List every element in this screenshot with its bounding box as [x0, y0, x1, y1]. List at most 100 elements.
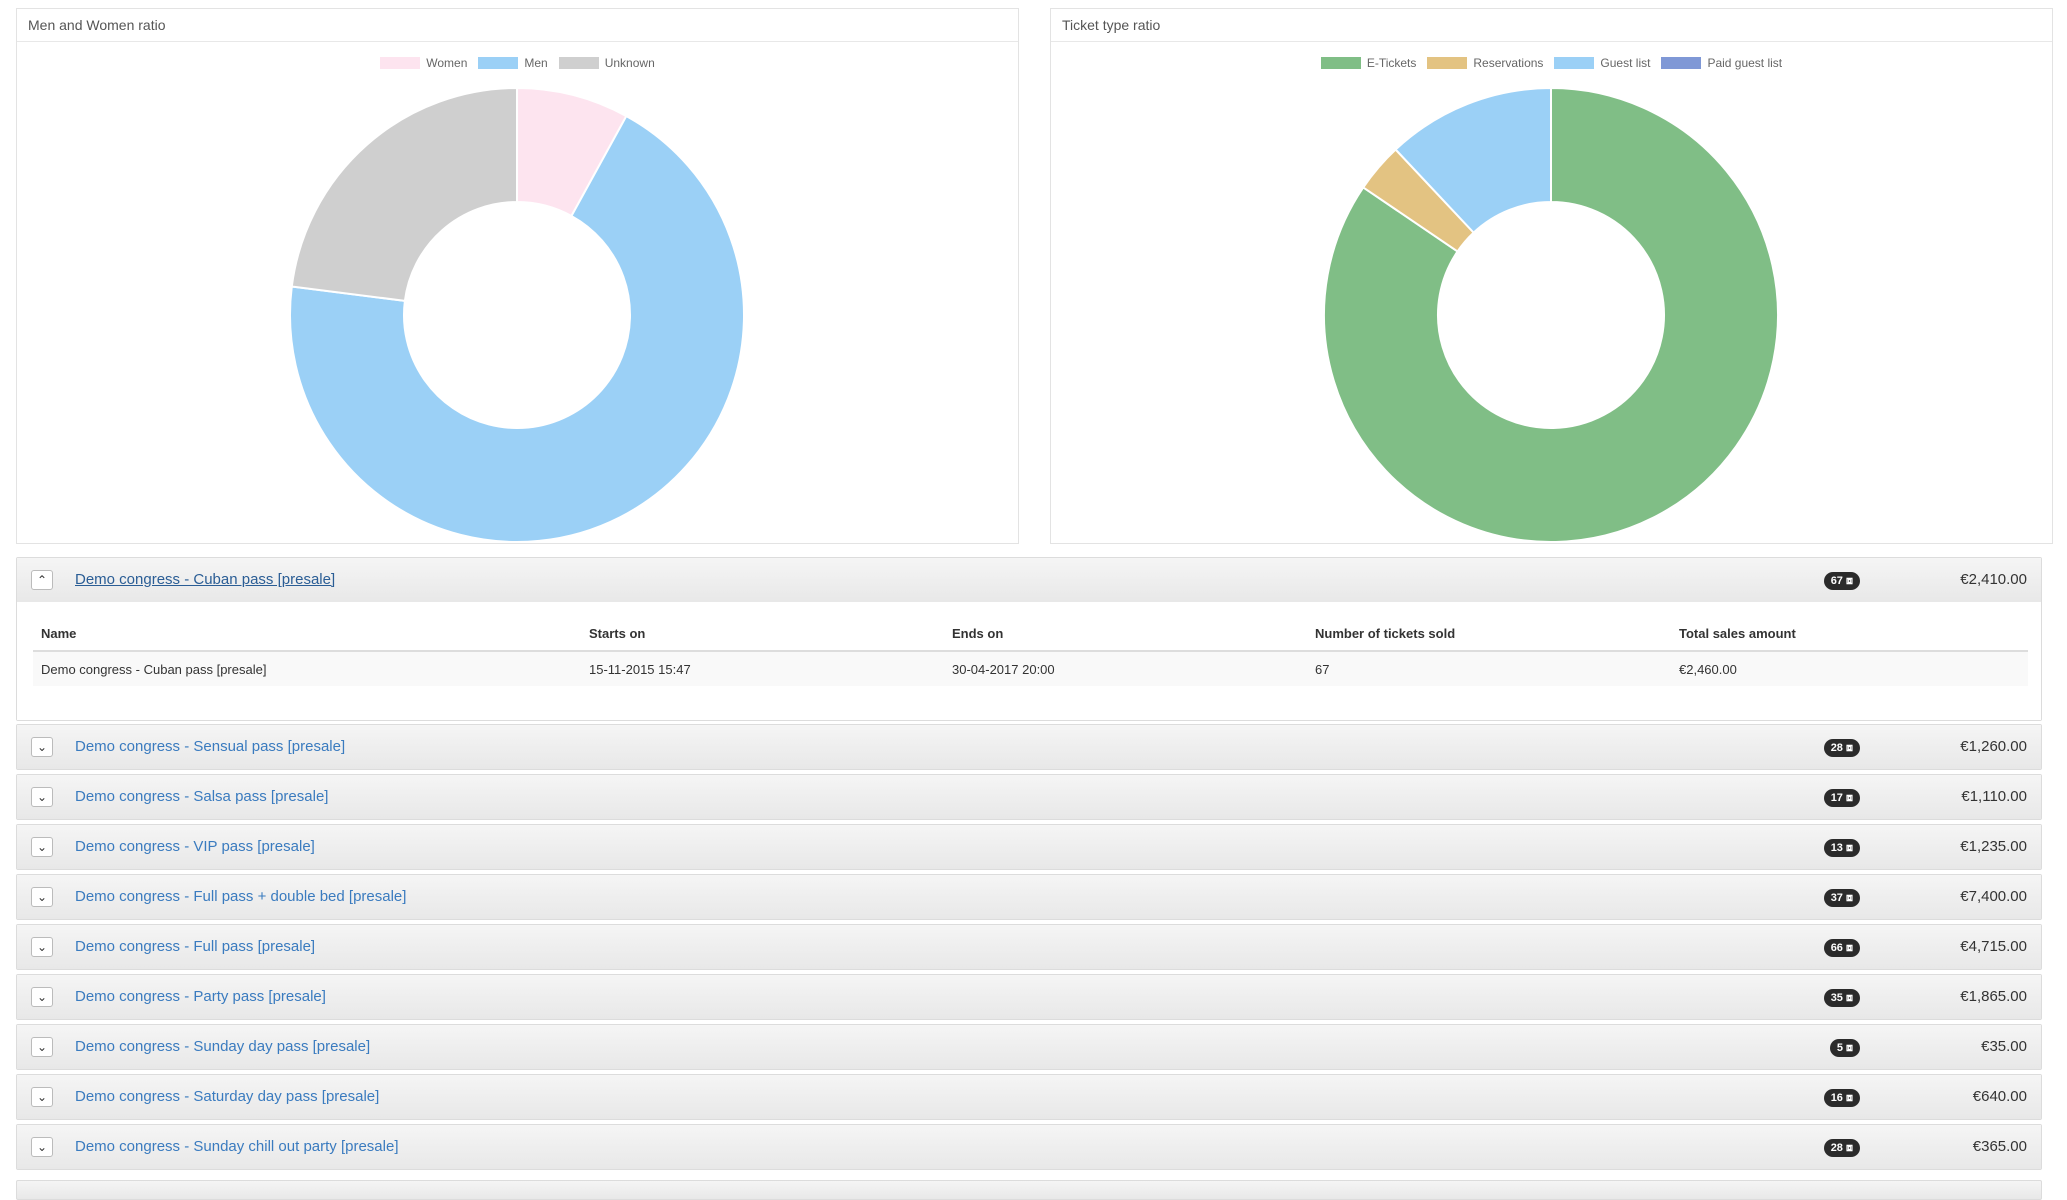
pass-amount: €7,400.00 [1960, 888, 2027, 905]
tickets-sold-badge: 66 ⧈ [1823, 939, 1860, 957]
pass-detail-table: Name Starts on Ends on Number of tickets… [33, 616, 2028, 686]
ticket-icon: ⧈ [1846, 1092, 1853, 1104]
pass-amount: €1,110.00 [1961, 788, 2027, 805]
table-row: Demo congress - Cuban pass [presale] 15-… [33, 651, 2028, 686]
cell-ends-on: 30-04-2017 20:00 [944, 651, 1307, 686]
pass-title-link[interactable]: Demo congress - Full pass [presale] [75, 938, 316, 955]
gender-slice-unknown[interactable] [290, 86, 518, 302]
pass-title-link[interactable]: Demo congress - Salsa pass [presale] [75, 788, 329, 805]
pass-row[interactable]: ⌄ Demo congress - Full pass + double bed … [16, 874, 2042, 920]
pass-row[interactable]: ⌄ Demo congress - Sunday chill out party … [16, 1124, 2042, 1170]
chevron-down-icon[interactable]: ⌄ [31, 887, 53, 907]
pass-row-header[interactable]: ⌄ Demo congress - Party pass [presale] 35 … [17, 975, 2041, 1019]
ticket-legend-label: Reservations [1473, 56, 1544, 70]
pass-row[interactable]: ⌄ Demo congress - Sunday day pass [presal… [16, 1024, 2042, 1070]
ticket-icon: ⧈ [1846, 842, 1853, 854]
ticket-icon: ⧈ [1846, 1142, 1853, 1154]
col-name: Name [33, 616, 581, 652]
ticket-legend-swatch [1320, 57, 1361, 69]
ticket-legend-item[interactable]: Paid guest list [1661, 56, 1782, 70]
chevron-down-icon[interactable]: ⌄ [31, 987, 53, 1007]
tickets-sold-badge: 17 ⧈ [1823, 789, 1860, 807]
pass-row-header[interactable]: ⌄ Demo congress - Full pass [presale] 66 ⧈… [17, 925, 2041, 969]
ticket-legend-swatch [1554, 57, 1595, 69]
tickets-sold-badge: 28 ⧈ [1823, 1139, 1860, 1157]
ticket-legend-swatch [1661, 57, 1702, 69]
gender-legend-label: Unknown [604, 56, 655, 70]
gender-donut-chart [289, 86, 745, 542]
ticket-legend-item[interactable]: Reservations [1427, 56, 1543, 70]
pass-row-header[interactable]: ⌄ Demo congress - Saturday day pass [pres… [17, 1075, 2041, 1119]
chevron-down-icon[interactable]: ⌄ [31, 937, 53, 957]
pass-amount: €2,410.00 [1960, 571, 2027, 588]
col-ends-on: Ends on [944, 616, 1307, 652]
pass-row-header[interactable]: ⌃ Demo congress - Cuban pass [presale] 6… [17, 558, 2041, 602]
gender-legend-swatch [380, 57, 421, 69]
ticket-legend-label: Paid guest list [1707, 56, 1783, 70]
pass-title-link[interactable]: Demo congress - Party pass [presale] [75, 988, 326, 1005]
pass-row-partial[interactable] [16, 1180, 2042, 1200]
chevron-down-icon[interactable]: ⌄ [31, 1087, 53, 1107]
ticket-chart-title: Ticket type ratio [1051, 9, 2052, 42]
chevron-down-icon[interactable]: ⌄ [31, 1137, 53, 1157]
pass-title-link[interactable]: Demo congress - VIP pass [presale] [75, 838, 315, 855]
pass-row[interactable]: ⌄ Demo congress - Salsa pass [presale] 17 … [16, 774, 2042, 820]
pass-row-header[interactable]: ⌄ Demo congress - Sunday day pass [presal… [17, 1025, 2041, 1069]
badge-count: 66 [1830, 942, 1843, 954]
pass-amount: €4,715.00 [1960, 938, 2027, 955]
ticket-legend-item[interactable]: E-Tickets [1320, 56, 1416, 70]
chevron-down-icon[interactable]: ⌄ [31, 837, 53, 857]
pass-row-header[interactable]: ⌄ Demo congress - VIP pass [presale] 13 ⧈ €… [17, 825, 2041, 869]
ticket-slice-e-tickets[interactable] [1323, 86, 1779, 542]
pass-amount: €35.00 [1981, 1038, 2027, 1055]
pass-title-link[interactable]: Demo congress - Sunday day pass [presale… [75, 1038, 371, 1055]
tickets-sold-badge: 28 ⧈ [1823, 739, 1860, 757]
badge-count: 28 [1830, 1142, 1843, 1154]
ticket-donut-chart [1323, 86, 1779, 542]
pass-row-header[interactable]: ⌄ Demo congress - Sensual pass [presale] 2… [17, 725, 2041, 769]
gender-legend-item[interactable]: Unknown [558, 56, 655, 70]
pass-amount: €365.00 [1972, 1138, 2027, 1155]
cell-name: Demo congress - Cuban pass [presale] [33, 651, 581, 686]
tickets-sold-badge: 16 ⧈ [1823, 1089, 1860, 1107]
chevron-down-icon[interactable]: ⌄ [31, 737, 53, 757]
pass-row[interactable]: ⌄ Demo congress - Full pass [presale] 66 ⧈… [16, 924, 2042, 970]
pass-row-expanded: ⌃ Demo congress - Cuban pass [presale] 6… [16, 557, 2042, 721]
pass-row[interactable]: ⌄ Demo congress - Party pass [presale] 35 … [16, 974, 2042, 1020]
gender-legend-swatch [478, 57, 519, 69]
ticket-chart-legend: E-Tickets Reservations Guest list Paid gues… [1051, 56, 2052, 70]
pass-title-link[interactable]: Demo congress - Cuban pass [presale] [75, 571, 336, 588]
chevron-down-icon[interactable]: ⌄ [31, 787, 53, 807]
cell-tickets-sold: 67 [1307, 651, 1671, 686]
pass-title-link[interactable]: Demo congress - Sensual pass [presale] [75, 738, 346, 755]
pass-row[interactable]: ⌄ Demo congress - VIP pass [presale] 13 ⧈ €… [16, 824, 2042, 870]
tickets-sold-badge: 67 ⧈ [1823, 572, 1860, 590]
ticket-legend-item[interactable]: Guest list [1554, 56, 1650, 70]
ticket-icon: ⧈ [1846, 742, 1853, 754]
pass-title-link[interactable]: Demo congress - Full pass + double bed [… [75, 888, 407, 905]
tickets-sold-badge: 37 ⧈ [1823, 889, 1860, 907]
pass-row[interactable]: ⌄ Demo congress - Sensual pass [presale] 2… [16, 724, 2042, 770]
ticket-icon: ⧈ [1846, 992, 1853, 1004]
pass-title-link[interactable]: Demo congress - Sunday chill out party [… [75, 1138, 399, 1155]
ticket-slice-guest-list[interactable] [1394, 86, 1552, 235]
pass-row[interactable]: ⌄ Demo congress - Saturday day pass [pres… [16, 1074, 2042, 1120]
gender-legend-item[interactable]: Men [478, 56, 548, 70]
ticket-chart-panel: Ticket type ratio E-Tickets Reservations G… [1050, 8, 2053, 544]
gender-legend-item[interactable]: Women [380, 56, 467, 70]
gender-chart-title: Men and Women ratio [17, 9, 1018, 42]
pass-row-header[interactable]: ⌄ Demo congress - Sunday chill out party … [17, 1125, 2041, 1169]
ticket-icon: ⧈ [1846, 892, 1853, 904]
ticket-icon: ⧈ [1846, 575, 1853, 587]
badge-count: 5 [1836, 1042, 1843, 1054]
pass-row-header[interactable]: ⌄ Demo congress - Salsa pass [presale] 17 … [17, 775, 2041, 819]
gender-slice-men[interactable] [289, 114, 745, 542]
badge-count: 37 [1830, 892, 1843, 904]
tickets-sold-badge: 35 ⧈ [1823, 989, 1860, 1007]
chevron-up-icon[interactable]: ⌃ [31, 570, 53, 590]
ticket-icon: ⧈ [1846, 1042, 1853, 1054]
gender-chart-legend: Women Men Unknown [17, 56, 1018, 70]
pass-row-header[interactable]: ⌄ Demo congress - Full pass + double bed … [17, 875, 2041, 919]
pass-title-link[interactable]: Demo congress - Saturday day pass [presa… [75, 1088, 380, 1105]
chevron-down-icon[interactable]: ⌄ [31, 1037, 53, 1057]
